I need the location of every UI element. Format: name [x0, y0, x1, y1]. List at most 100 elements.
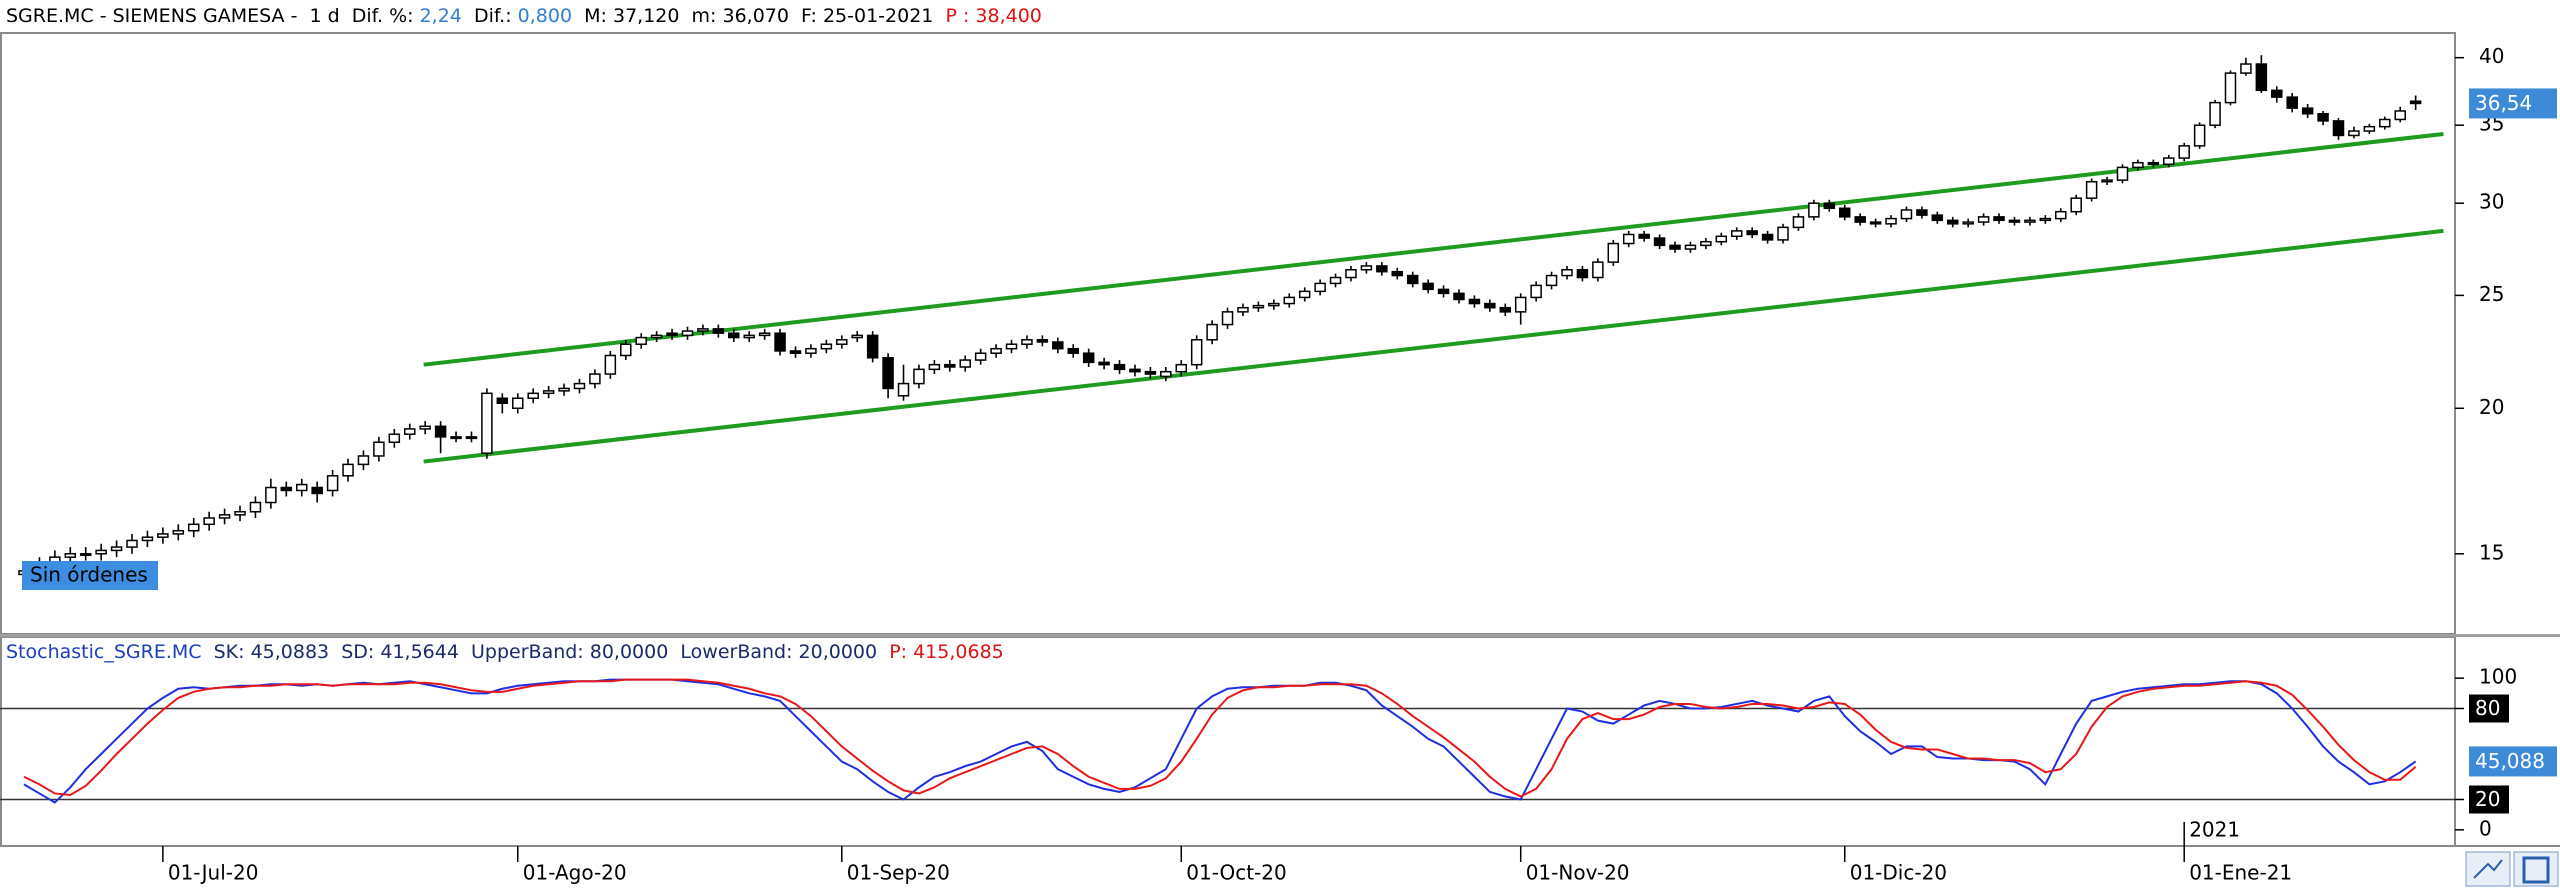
candle-body: [558, 387, 570, 392]
candle-body: [1237, 306, 1249, 313]
candle-body: [1977, 216, 1990, 223]
candle-body: [280, 486, 293, 492]
candle-body: [2224, 72, 2237, 104]
candle-body: [1391, 270, 1404, 277]
candle-body: [373, 441, 385, 457]
candle-body: [1931, 214, 1944, 222]
candle-body: [1622, 233, 1635, 245]
price-header: SGRE.MC - SIEMENS GAMESA - 1 d Dif. %: 2…: [6, 4, 1042, 28]
candle-body: [357, 455, 370, 466]
candle-body: [265, 486, 277, 504]
candle-body: [681, 330, 694, 337]
candle-body: [1854, 216, 1866, 223]
candle-body: [64, 553, 77, 558]
candle-body: [1360, 265, 1373, 271]
candle-body: [2409, 100, 2422, 105]
candle-body: [496, 397, 509, 404]
candle-body: [990, 347, 1002, 354]
candle-body: [1746, 230, 1758, 236]
candle-body: [2348, 130, 2360, 137]
candle-body: [326, 475, 339, 492]
candle-body: [1005, 343, 1018, 350]
header-field: 2,24: [419, 5, 462, 27]
candle-body: [1067, 347, 1079, 354]
candle-body: [1468, 298, 1481, 305]
x-tick-label: 01-Ene-21: [2189, 861, 2292, 885]
candle-body: [1885, 217, 1897, 225]
candle-body: [1082, 352, 1095, 364]
candle-body: [157, 533, 169, 538]
candle-body: [620, 343, 632, 357]
candle-body: [1499, 306, 1512, 313]
candle-body: [1190, 339, 1203, 366]
y-tick-label: 40: [2479, 44, 2504, 68]
candle-body: [928, 363, 941, 371]
candle-body: [1376, 265, 1388, 273]
candle-body: [1561, 269, 1573, 277]
value-tag-label: 45,088: [2475, 749, 2545, 773]
header-field: SGRE.MC - SIEMENS GAMESA - 1 d Dif. %:: [6, 5, 420, 27]
candle-body: [2070, 197, 2082, 213]
candle-body: [1298, 290, 1311, 299]
candle-body: [311, 486, 323, 495]
candle-body: [172, 529, 185, 535]
candle-body: [1638, 233, 1650, 239]
candle-body: [465, 436, 478, 440]
x-tick-label: 01-Jul-20: [168, 861, 259, 885]
candle-body: [743, 334, 755, 339]
candle-body: [589, 373, 601, 385]
x-tick-label: 01-Oct-20: [1186, 861, 1286, 885]
candle-body: [79, 553, 92, 557]
header-field: Dif.:: [461, 5, 518, 27]
candle-body: [1823, 202, 1836, 210]
candle-body: [836, 339, 848, 345]
candle-body: [1175, 363, 1187, 373]
candle-body: [1160, 370, 1172, 378]
candle-body: [1808, 202, 1820, 218]
candle-body: [2024, 219, 2036, 223]
candle-body: [419, 425, 431, 430]
x-tick-label: 01-Ago-20: [523, 861, 627, 885]
save-button[interactable]: [2513, 851, 2559, 887]
candle-body: [2379, 118, 2391, 128]
candle-body: [2394, 110, 2406, 121]
candle-body: [388, 433, 401, 444]
candle-body: [944, 363, 956, 368]
zoom-button[interactable]: [2465, 851, 2511, 887]
y-tick-label: 25: [2479, 282, 2504, 306]
candle-body: [866, 334, 879, 359]
candle-body: [1036, 339, 1049, 343]
candle-body: [527, 392, 539, 400]
candle-body: [1684, 244, 1697, 250]
candle-body: [974, 352, 987, 361]
indicator-header: Stochastic_SGRE.MC SK: 45,0883 SD: 41,56…: [6, 640, 1004, 664]
candle-body: [758, 332, 771, 337]
candle-body: [218, 514, 231, 519]
y-tick-label: 30: [2479, 190, 2504, 214]
candle-body: [450, 436, 462, 440]
candle-body: [1576, 269, 1589, 279]
zoom-icon: [2473, 859, 2503, 879]
header-field: P : 38,400: [945, 5, 1042, 27]
candle-body: [434, 425, 447, 438]
candle-body: [1761, 233, 1774, 241]
candle-body: [789, 350, 802, 354]
candle-body: [1268, 302, 1280, 307]
candle-body: [1314, 282, 1326, 293]
value-tag: [2469, 88, 2557, 119]
candle-body: [187, 523, 200, 532]
band-tag: [2469, 785, 2509, 814]
header-field: SK: 45,0883 SD: 41,5644 UpperBand: 80,00…: [213, 641, 890, 663]
candle-body: [697, 328, 709, 332]
candle-body: [2255, 63, 2268, 92]
candle-body: [1792, 216, 1805, 229]
candle-body: [2209, 101, 2221, 126]
indicator-line: [23, 678, 2417, 804]
candle-body: [2240, 63, 2252, 74]
candle-body: [1607, 242, 1620, 263]
candle-body: [1530, 284, 1542, 299]
candle-body: [95, 549, 107, 555]
candle-body: [1052, 341, 1064, 350]
x-tick-label: 01-Nov-20: [1526, 861, 1630, 885]
